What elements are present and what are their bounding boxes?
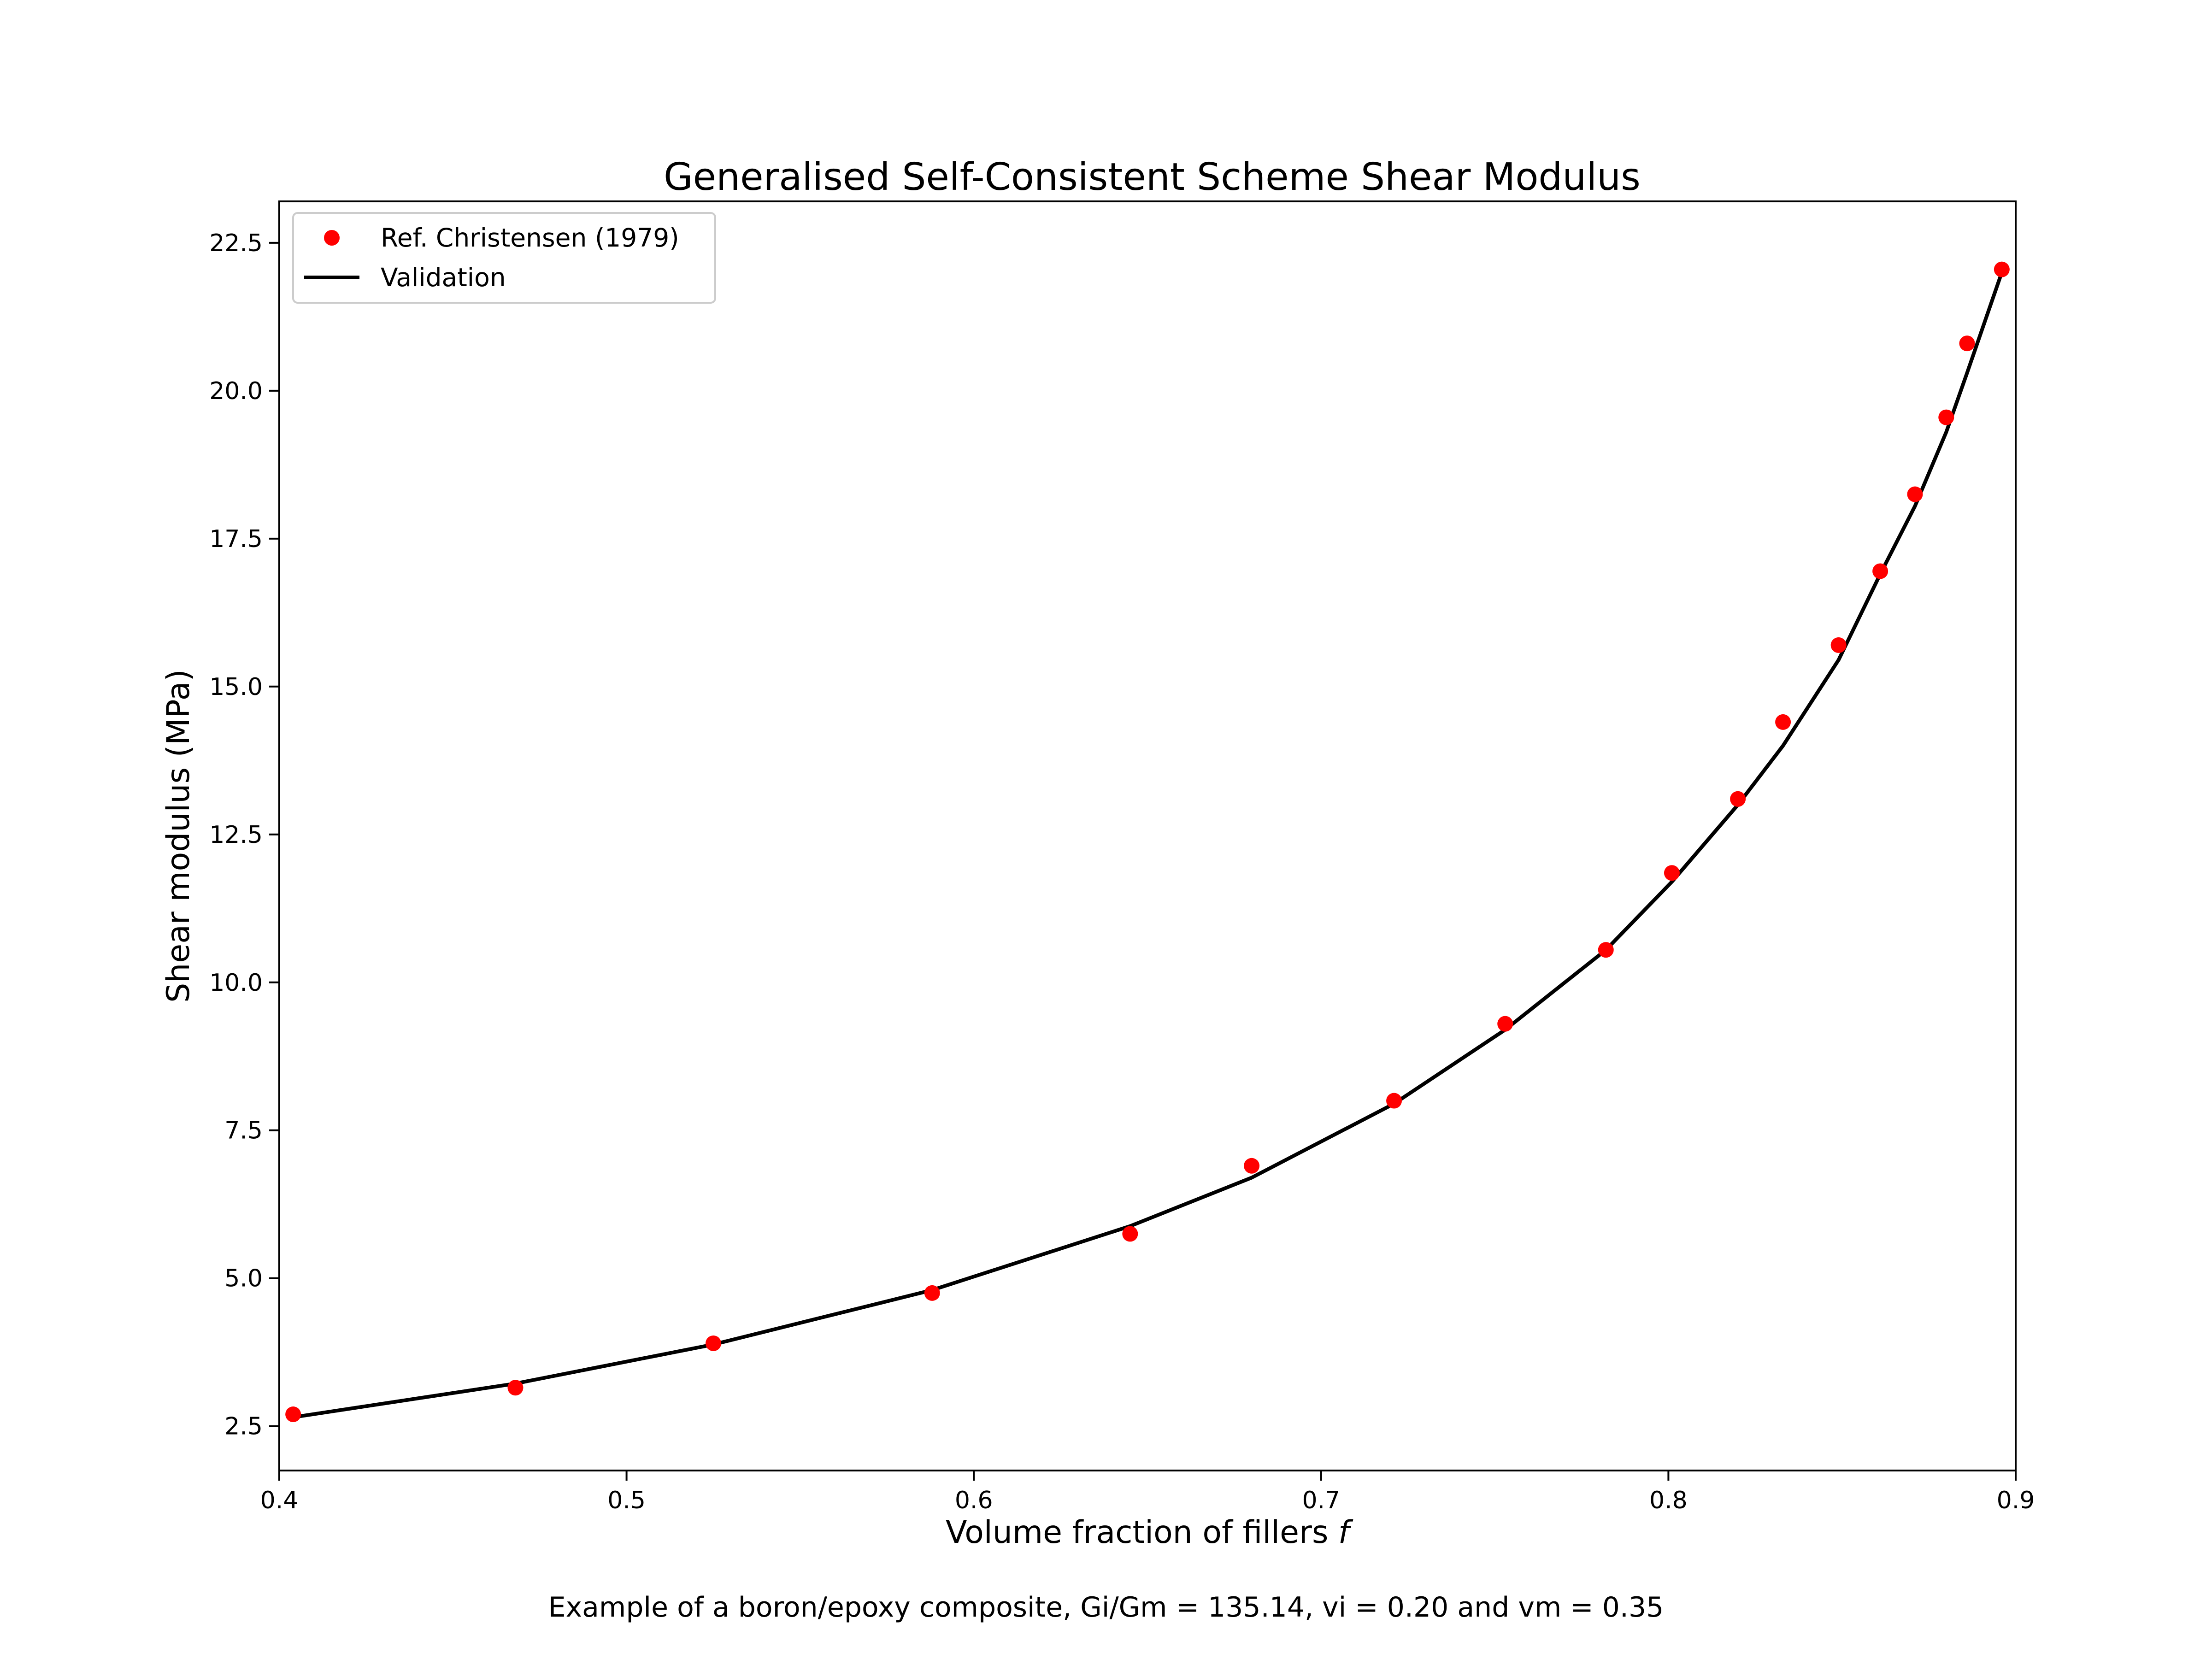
- y-tick-label: 12.5: [209, 821, 263, 849]
- data-point-christensen: [1775, 714, 1791, 730]
- y-tick-label: 5.0: [224, 1265, 263, 1293]
- y-tick-label: 20.0: [209, 377, 263, 405]
- chart-title: Generalised Self-Consistent Scheme Shear…: [664, 155, 1641, 199]
- y-tick-label: 15.0: [209, 673, 263, 701]
- data-point-christensen: [285, 1406, 301, 1423]
- data-point-christensen: [1938, 409, 1954, 425]
- x-tick-label: 0.8: [1649, 1487, 1688, 1514]
- data-point-christensen: [1244, 1158, 1260, 1174]
- data-point-christensen: [924, 1285, 940, 1301]
- axes-frame: [278, 200, 2017, 1471]
- x-tick-label: 0.6: [955, 1487, 993, 1514]
- y-tick-label: 7.5: [224, 1117, 263, 1145]
- x-axis: 0.4 0.5 0.6 0.7 0.8 0.9: [260, 1471, 2035, 1514]
- y-axis: 2.5 5.0 7.5 10.0 12.5 15.0 17.5 20.0 22.5: [209, 229, 279, 1441]
- data-point-christensen: [1959, 335, 1975, 352]
- legend-label-scatter: Ref. Christensen (1979): [381, 223, 679, 253]
- y-tick-label: 22.5: [209, 229, 263, 257]
- figure-caption: Example of a boron/epoxy composite, Gi/G…: [548, 1591, 1664, 1624]
- x-tick-label: 0.9: [1997, 1487, 2035, 1514]
- legend-box: [292, 212, 716, 304]
- plot-area: [285, 261, 2010, 1423]
- data-point-christensen: [1386, 1093, 1402, 1109]
- data-point-christensen: [1994, 261, 2010, 277]
- x-tick-label: 0.4: [260, 1487, 299, 1514]
- legend-marker-scatter: [324, 230, 340, 246]
- y-tick-label: 10.0: [209, 969, 263, 997]
- data-point-christensen: [1907, 486, 1923, 502]
- data-point-christensen: [1730, 791, 1746, 807]
- y-axis-label: Shear modulus (MPa): [160, 669, 197, 1003]
- data-point-christensen: [1872, 563, 1888, 579]
- data-point-christensen: [1664, 865, 1680, 881]
- x-tick-label: 0.5: [607, 1487, 646, 1514]
- x-axis-label-text: Volume fraction of fillers: [946, 1514, 1328, 1551]
- y-tick-label: 17.5: [209, 525, 263, 553]
- y-tick-label: 2.5: [224, 1413, 263, 1441]
- legend: Ref. Christensen (1979) Validation: [292, 212, 716, 304]
- data-point-christensen: [706, 1335, 721, 1351]
- data-point-christensen: [1598, 942, 1614, 958]
- data-point-christensen: [1497, 1016, 1513, 1032]
- data-point-christensen: [1830, 637, 1847, 653]
- data-point-christensen: [1122, 1226, 1138, 1242]
- data-point-christensen: [507, 1380, 524, 1396]
- x-tick-label: 0.7: [1302, 1487, 1340, 1514]
- x-axis-label: Volume fraction of fillers f: [946, 1514, 1353, 1551]
- legend-label-line: Validation: [381, 263, 506, 292]
